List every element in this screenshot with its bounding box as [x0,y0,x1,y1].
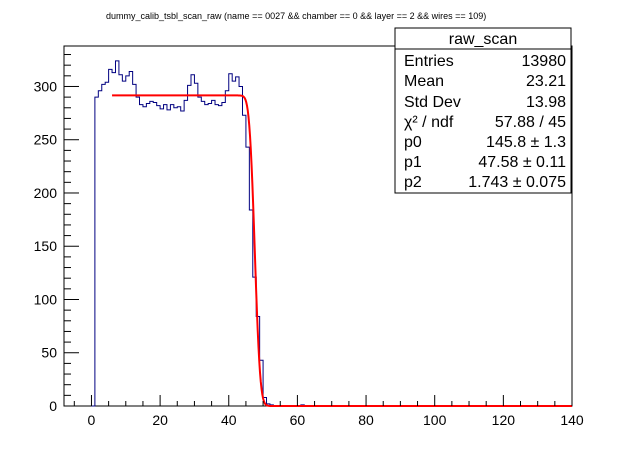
stats-value-chi2: 57.88 / 45 [495,114,566,131]
stats-label-stddev: Std Dev [404,94,461,111]
x-tick-label: 20 [152,412,168,428]
x-axis: 0 20 40 60 80 100 120 140 [73,395,584,428]
y-axis: 0 50 100 150 200 250 300 [34,54,79,414]
stats-label-p1: p1 [404,154,422,171]
x-tick-label: 100 [423,412,447,428]
y-tick-label: 150 [34,238,58,254]
stats-value-p2: 1.743 ± 0.075 [468,174,566,191]
stats-label-p2: p2 [404,174,422,191]
stats-value-stddev: 13.98 [526,94,566,111]
x-tick-label: 0 [88,412,96,428]
stats-box-frame [394,27,572,194]
stats-label-chi2: χ² / ndf [404,114,454,131]
y-tick-label: 50 [41,345,57,361]
y-tick-label: 300 [34,78,58,94]
x-tick-label: 80 [358,412,374,428]
stats-label-mean: Mean [404,73,444,90]
fit-line [112,94,572,407]
stats-value-p0: 145.8 ± 1.3 [486,134,566,151]
y-tick-label: 100 [34,291,58,307]
stats-box-title: raw_scan [449,31,517,48]
stats-value-mean: 23.21 [526,73,566,90]
y-tick-label: 200 [34,185,58,201]
y-tick-label: 0 [49,398,57,414]
stats-value-p1: 47.58 ± 0.11 [478,154,566,171]
x-tick-label: 120 [492,412,516,428]
fit-curve [112,94,572,407]
x-tick-label: 60 [290,412,306,428]
y-tick-label: 250 [34,132,58,148]
chart-title: dummy_calib_tsbl_scan_raw (name == 0027 … [106,11,486,21]
stats-value-entries: 13980 [522,53,567,70]
x-tick-label: 40 [221,412,237,428]
stats-label-p0: p0 [404,134,422,151]
stats-box: raw_scan Entries 13980 Mean 23.21 Std De… [394,27,572,194]
stats-label-entries: Entries [404,53,454,70]
x-tick-label: 140 [560,412,584,428]
